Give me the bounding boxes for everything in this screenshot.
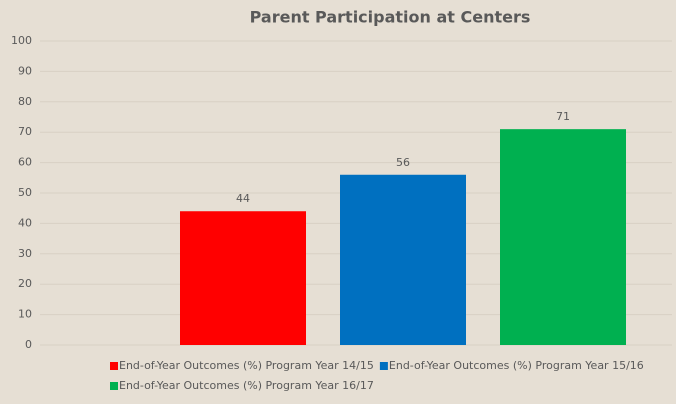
legend-label: End-of-Year Outcomes (%) Program Year 14… xyxy=(119,359,374,372)
y-tick-label: 0 xyxy=(25,338,32,351)
legend-swatch xyxy=(379,362,388,370)
bar xyxy=(500,129,626,345)
y-tick-label: 100 xyxy=(11,34,32,47)
data-label: 71 xyxy=(556,110,570,123)
y-tick-label: 20 xyxy=(18,277,32,290)
y-tick-label: 30 xyxy=(18,247,32,260)
y-tick-label: 80 xyxy=(18,95,32,108)
y-tick-label: 50 xyxy=(18,186,32,199)
chart-title: Parent Participation at Centers xyxy=(250,8,531,27)
bar xyxy=(340,174,466,345)
legend-label: End-of-Year Outcomes (%) Program Year 16… xyxy=(119,379,374,392)
y-tick-label: 40 xyxy=(18,216,32,229)
bar xyxy=(180,211,306,345)
data-label: 44 xyxy=(236,192,250,205)
data-label: 56 xyxy=(396,156,410,169)
legend-swatch xyxy=(110,382,118,390)
y-tick-label: 90 xyxy=(18,64,32,77)
legend-swatch xyxy=(110,362,118,370)
y-tick-label: 60 xyxy=(18,156,32,169)
legend-label: End-of-Year Outcomes (%) Program Year 15… xyxy=(389,359,644,372)
y-tick-label: 10 xyxy=(18,308,32,321)
y-tick-label: 70 xyxy=(18,125,32,138)
